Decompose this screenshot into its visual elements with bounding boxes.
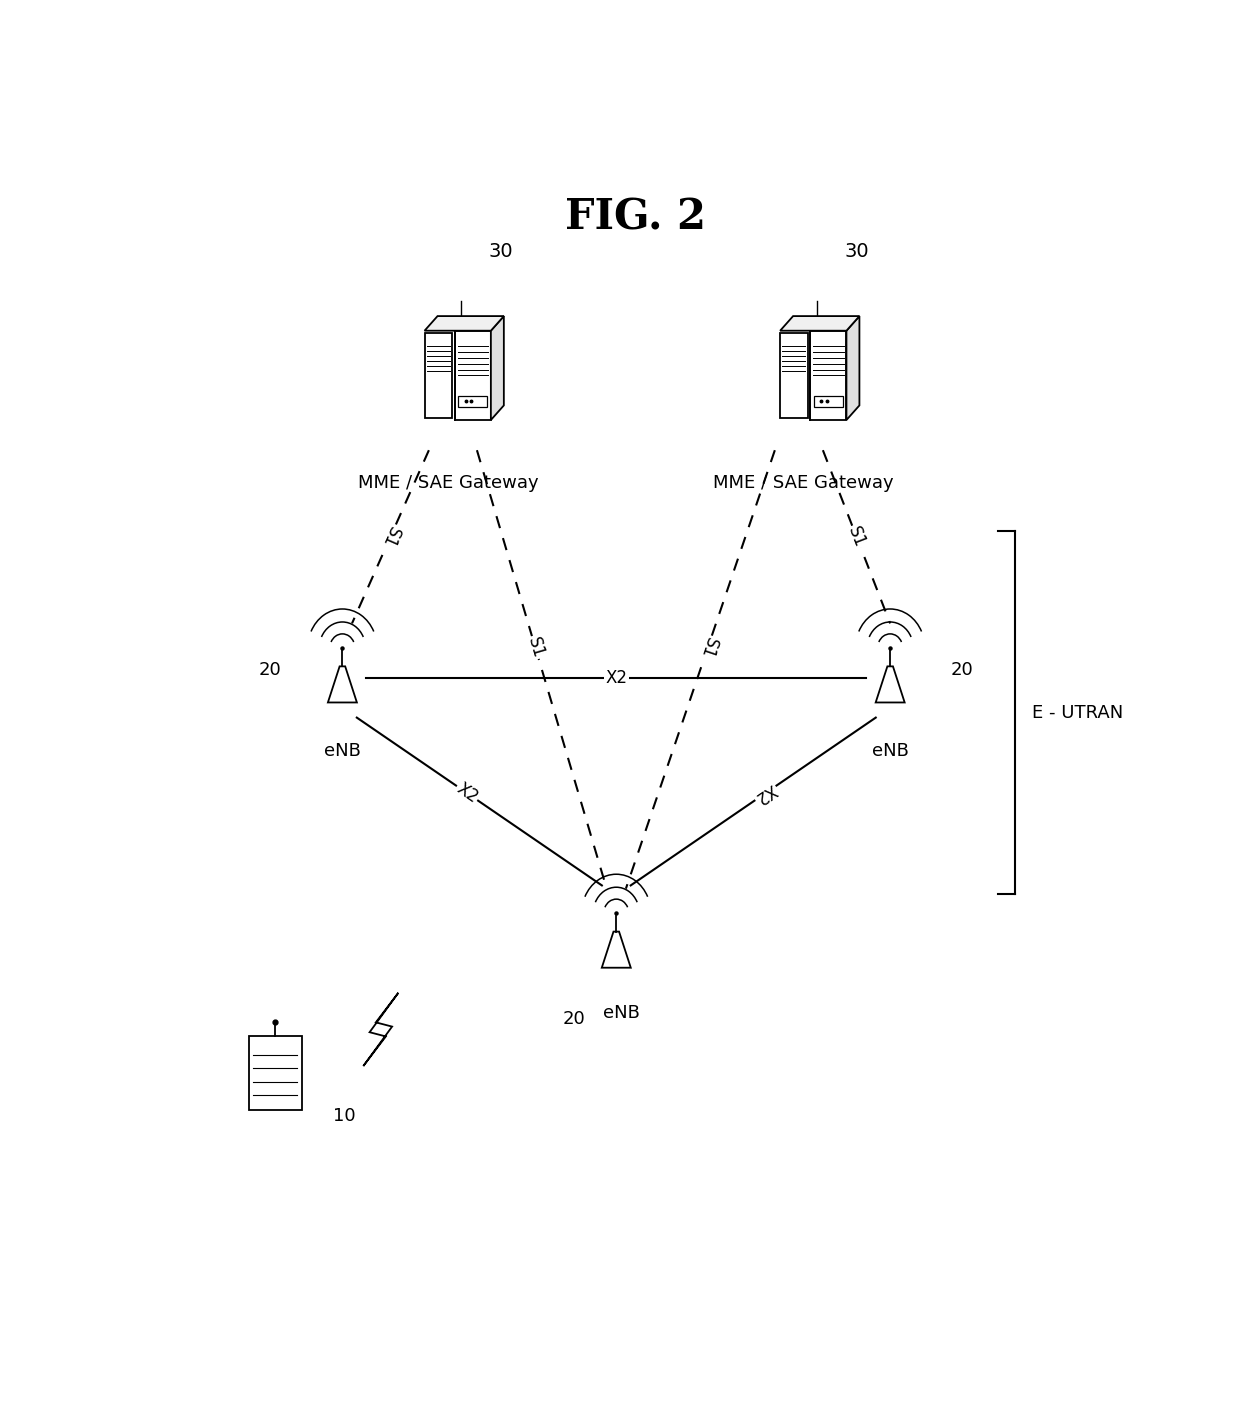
Text: X2: X2 — [751, 779, 780, 807]
Text: S1: S1 — [378, 523, 403, 550]
Text: MME / SAE Gateway: MME / SAE Gateway — [713, 474, 894, 492]
Polygon shape — [491, 316, 503, 420]
Text: E - UTRAN: E - UTRAN — [1033, 704, 1123, 721]
Polygon shape — [847, 316, 859, 420]
Polygon shape — [327, 666, 357, 703]
Text: eNB: eNB — [324, 742, 361, 761]
Text: 20: 20 — [563, 1010, 585, 1028]
Text: 30: 30 — [844, 242, 869, 260]
Text: 20: 20 — [951, 661, 973, 679]
Polygon shape — [780, 316, 859, 330]
Polygon shape — [875, 666, 905, 703]
Text: 30: 30 — [489, 242, 513, 260]
Text: S1: S1 — [696, 634, 719, 661]
Bar — [248, 1036, 301, 1109]
Polygon shape — [424, 316, 503, 330]
Bar — [813, 396, 843, 406]
Bar — [780, 333, 807, 418]
Text: eNB: eNB — [872, 742, 909, 761]
Bar — [459, 396, 487, 406]
Text: X2: X2 — [453, 779, 481, 807]
Text: MME / SAE Gateway: MME / SAE Gateway — [358, 474, 538, 492]
Bar — [455, 330, 491, 420]
Text: S1: S1 — [844, 523, 869, 550]
Text: 20: 20 — [259, 661, 281, 679]
Text: eNB: eNB — [603, 1004, 640, 1022]
Polygon shape — [601, 932, 631, 967]
Bar — [811, 330, 847, 420]
Polygon shape — [363, 993, 398, 1066]
Text: S1: S1 — [523, 636, 547, 661]
Text: X2: X2 — [605, 668, 627, 686]
Text: FIG. 2: FIG. 2 — [565, 197, 706, 239]
Bar — [424, 333, 451, 418]
Text: 10: 10 — [332, 1107, 356, 1125]
